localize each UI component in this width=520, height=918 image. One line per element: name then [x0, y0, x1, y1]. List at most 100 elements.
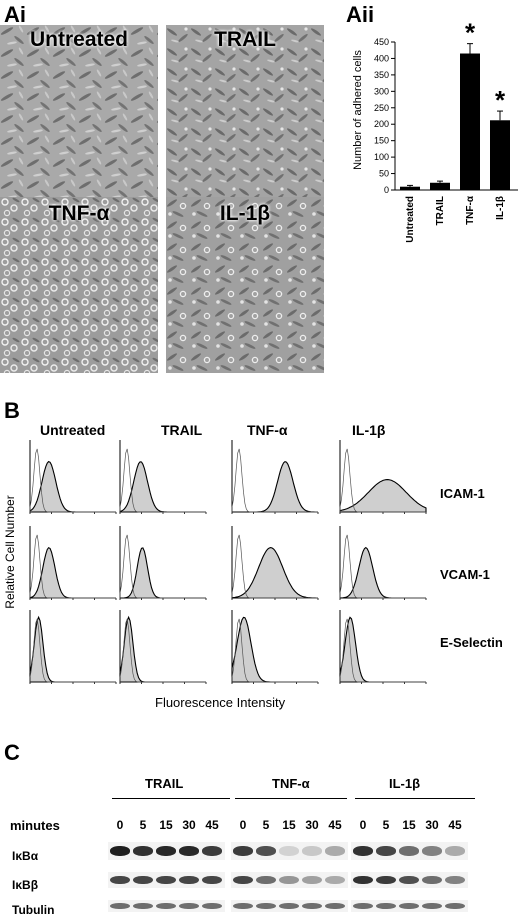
blot-band [353, 845, 373, 857]
flow-histogram [339, 440, 427, 514]
blot-band [325, 845, 345, 857]
chart-y-axis-label: Number of adhered cells [352, 50, 364, 170]
blot-minutes-label: minutes [10, 818, 60, 833]
blot-band [353, 902, 373, 910]
blot-group-trail: TRAIL [145, 776, 184, 791]
blot-band [302, 845, 322, 857]
flow-histogram [231, 440, 319, 514]
blot-minute-label: 5 [262, 818, 270, 832]
chart-bar [430, 182, 450, 190]
blot-band [133, 902, 153, 910]
chart-bars: ** [400, 18, 510, 191]
blot-band [302, 875, 322, 885]
chart-y-tick-label: 50 [379, 169, 389, 179]
chart-y-tick-label: 200 [374, 119, 389, 129]
blot-band [156, 845, 176, 857]
chart-category-label: TRAIL [435, 196, 446, 225]
micrograph-trail-image [166, 25, 324, 197]
chart-bar [400, 186, 420, 190]
blot-minute-label: 5 [382, 818, 390, 832]
blot-minute-label: 0 [359, 818, 367, 832]
blot-band [202, 875, 222, 885]
chart-category-labels: Untreated TRAIL TNF-α IL-1β [405, 195, 506, 243]
blot-band [445, 902, 465, 910]
blot-band [256, 845, 276, 857]
blot-band [325, 875, 345, 885]
blot-minute-label: 15 [282, 818, 296, 832]
flow-histogram [29, 610, 117, 684]
blot-minute-label: 45 [328, 818, 342, 832]
micrograph-tnf: TNF-α [0, 197, 158, 373]
blot-band [422, 902, 442, 910]
flow-histogram-grid [29, 440, 427, 684]
blot-band [256, 875, 276, 885]
flow-histogram [339, 526, 427, 600]
blot-band [233, 875, 253, 885]
blot-band [202, 902, 222, 910]
chart-y-tick-label: 350 [374, 70, 389, 80]
chart-y-tick-label: 400 [374, 53, 389, 63]
panel-letter-ai: Ai [4, 2, 26, 27]
chart-bar [460, 53, 480, 191]
blot-minute-label: 5 [139, 818, 147, 832]
blot-group-il1b: IL-1β [389, 776, 421, 791]
micrograph-label-tnf: TNF-α [48, 202, 110, 225]
blot-band [353, 875, 373, 885]
blot-band [279, 902, 299, 910]
blot-band [376, 845, 396, 857]
flow-histogram [119, 526, 207, 600]
blot-band [399, 902, 419, 910]
flow-histogram [119, 440, 207, 514]
blot-group-rule-tnf [235, 798, 347, 799]
chart-y-tick-label: 450 [374, 37, 389, 47]
chart-significance-marker: * [495, 85, 506, 115]
flow-column-il1b: IL-1β [352, 422, 386, 438]
flow-histogram [119, 610, 207, 684]
panel-letter-c: C [4, 740, 20, 765]
flow-row-eselectin: E-Selectin [440, 635, 503, 650]
flow-column-trail: TRAIL [161, 422, 203, 438]
blot-band [179, 902, 199, 910]
flow-row-vcam1: VCAM-1 [440, 567, 490, 582]
blot-band [156, 875, 176, 885]
blot-band [202, 845, 222, 857]
panel-letter-b: B [4, 398, 20, 423]
flow-histogram [339, 610, 427, 684]
blot-band [399, 875, 419, 885]
blot-band [110, 902, 130, 910]
chart-y-tick-label: 300 [374, 86, 389, 96]
blot-band [422, 875, 442, 885]
micrograph-label-il1b: IL-1β [219, 202, 271, 225]
blot-row-ikba: IκBα [12, 849, 39, 863]
blot-band [422, 845, 442, 857]
blot-group-tnf: TNF-α [272, 776, 310, 791]
blot-minute-label: 15 [159, 818, 173, 832]
blot-band [445, 845, 465, 857]
blot-band [325, 902, 345, 910]
micrograph-il1b-image [166, 197, 324, 373]
chart-title: Aii [346, 2, 374, 27]
blot-band [399, 845, 419, 857]
blot-minute-label: 0 [116, 818, 124, 832]
blot-band [110, 845, 130, 857]
blot-group-rule-trail [112, 798, 230, 799]
blot-band [156, 902, 176, 910]
blot-minute-label: 30 [425, 818, 439, 832]
blot-band [233, 902, 253, 910]
blot-row-tubulin: Tubulin [12, 903, 55, 917]
blot-minute-label: 30 [305, 818, 319, 832]
adhered-cells-bar-chart: Aii Number of adhered cells 0 50 100 150 200… [346, 2, 518, 243]
micrograph-untreated: Untreated [0, 25, 158, 197]
micrograph-tnf-image [0, 197, 158, 373]
chart-category-label: Untreated [405, 196, 416, 243]
blot-band [133, 875, 153, 885]
blot-band [376, 875, 396, 885]
chart-y-tick-label: 0 [384, 185, 389, 195]
flow-column-untreated: Untreated [40, 422, 106, 438]
chart-category-label: TNF-α [465, 195, 476, 225]
micrograph-il1b: IL-1β [166, 197, 324, 373]
flow-column-tnf: TNF-α [247, 422, 288, 438]
micrograph-label-untreated: Untreated [29, 28, 129, 51]
micrograph-label-trail: TRAIL [214, 28, 276, 51]
blot-band [376, 902, 396, 910]
